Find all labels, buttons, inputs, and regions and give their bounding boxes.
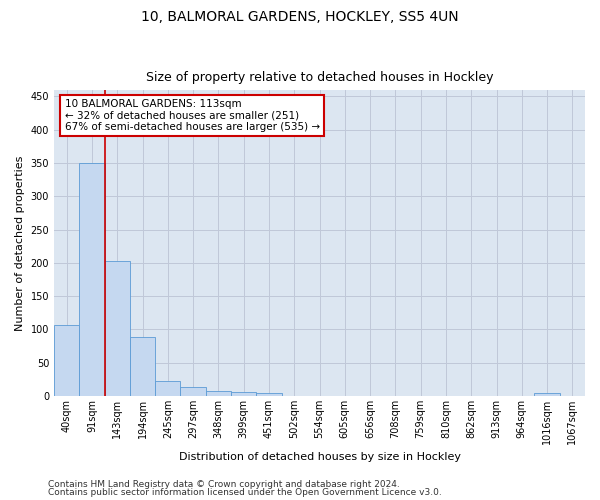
Text: 10, BALMORAL GARDENS, HOCKLEY, SS5 4UN: 10, BALMORAL GARDENS, HOCKLEY, SS5 4UN (141, 10, 459, 24)
Bar (130, 338, 155, 396)
Bar (206, 390, 231, 396)
Bar (231, 392, 256, 396)
Text: Contains public sector information licensed under the Open Government Licence v3: Contains public sector information licen… (48, 488, 442, 497)
Text: 10 BALMORAL GARDENS: 113sqm
← 32% of detached houses are smaller (251)
67% of se: 10 BALMORAL GARDENS: 113sqm ← 32% of det… (65, 99, 320, 132)
Bar (256, 394, 281, 396)
Text: Contains HM Land Registry data © Crown copyright and database right 2024.: Contains HM Land Registry data © Crown c… (48, 480, 400, 489)
Bar (104, 261, 130, 396)
Y-axis label: Number of detached properties: Number of detached properties (15, 155, 25, 330)
Bar (181, 388, 206, 396)
Bar (54, 325, 79, 396)
Title: Size of property relative to detached houses in Hockley: Size of property relative to detached ho… (146, 72, 493, 85)
Bar (155, 382, 181, 396)
Bar (535, 394, 560, 396)
Bar (79, 163, 104, 396)
X-axis label: Distribution of detached houses by size in Hockley: Distribution of detached houses by size … (179, 452, 461, 462)
